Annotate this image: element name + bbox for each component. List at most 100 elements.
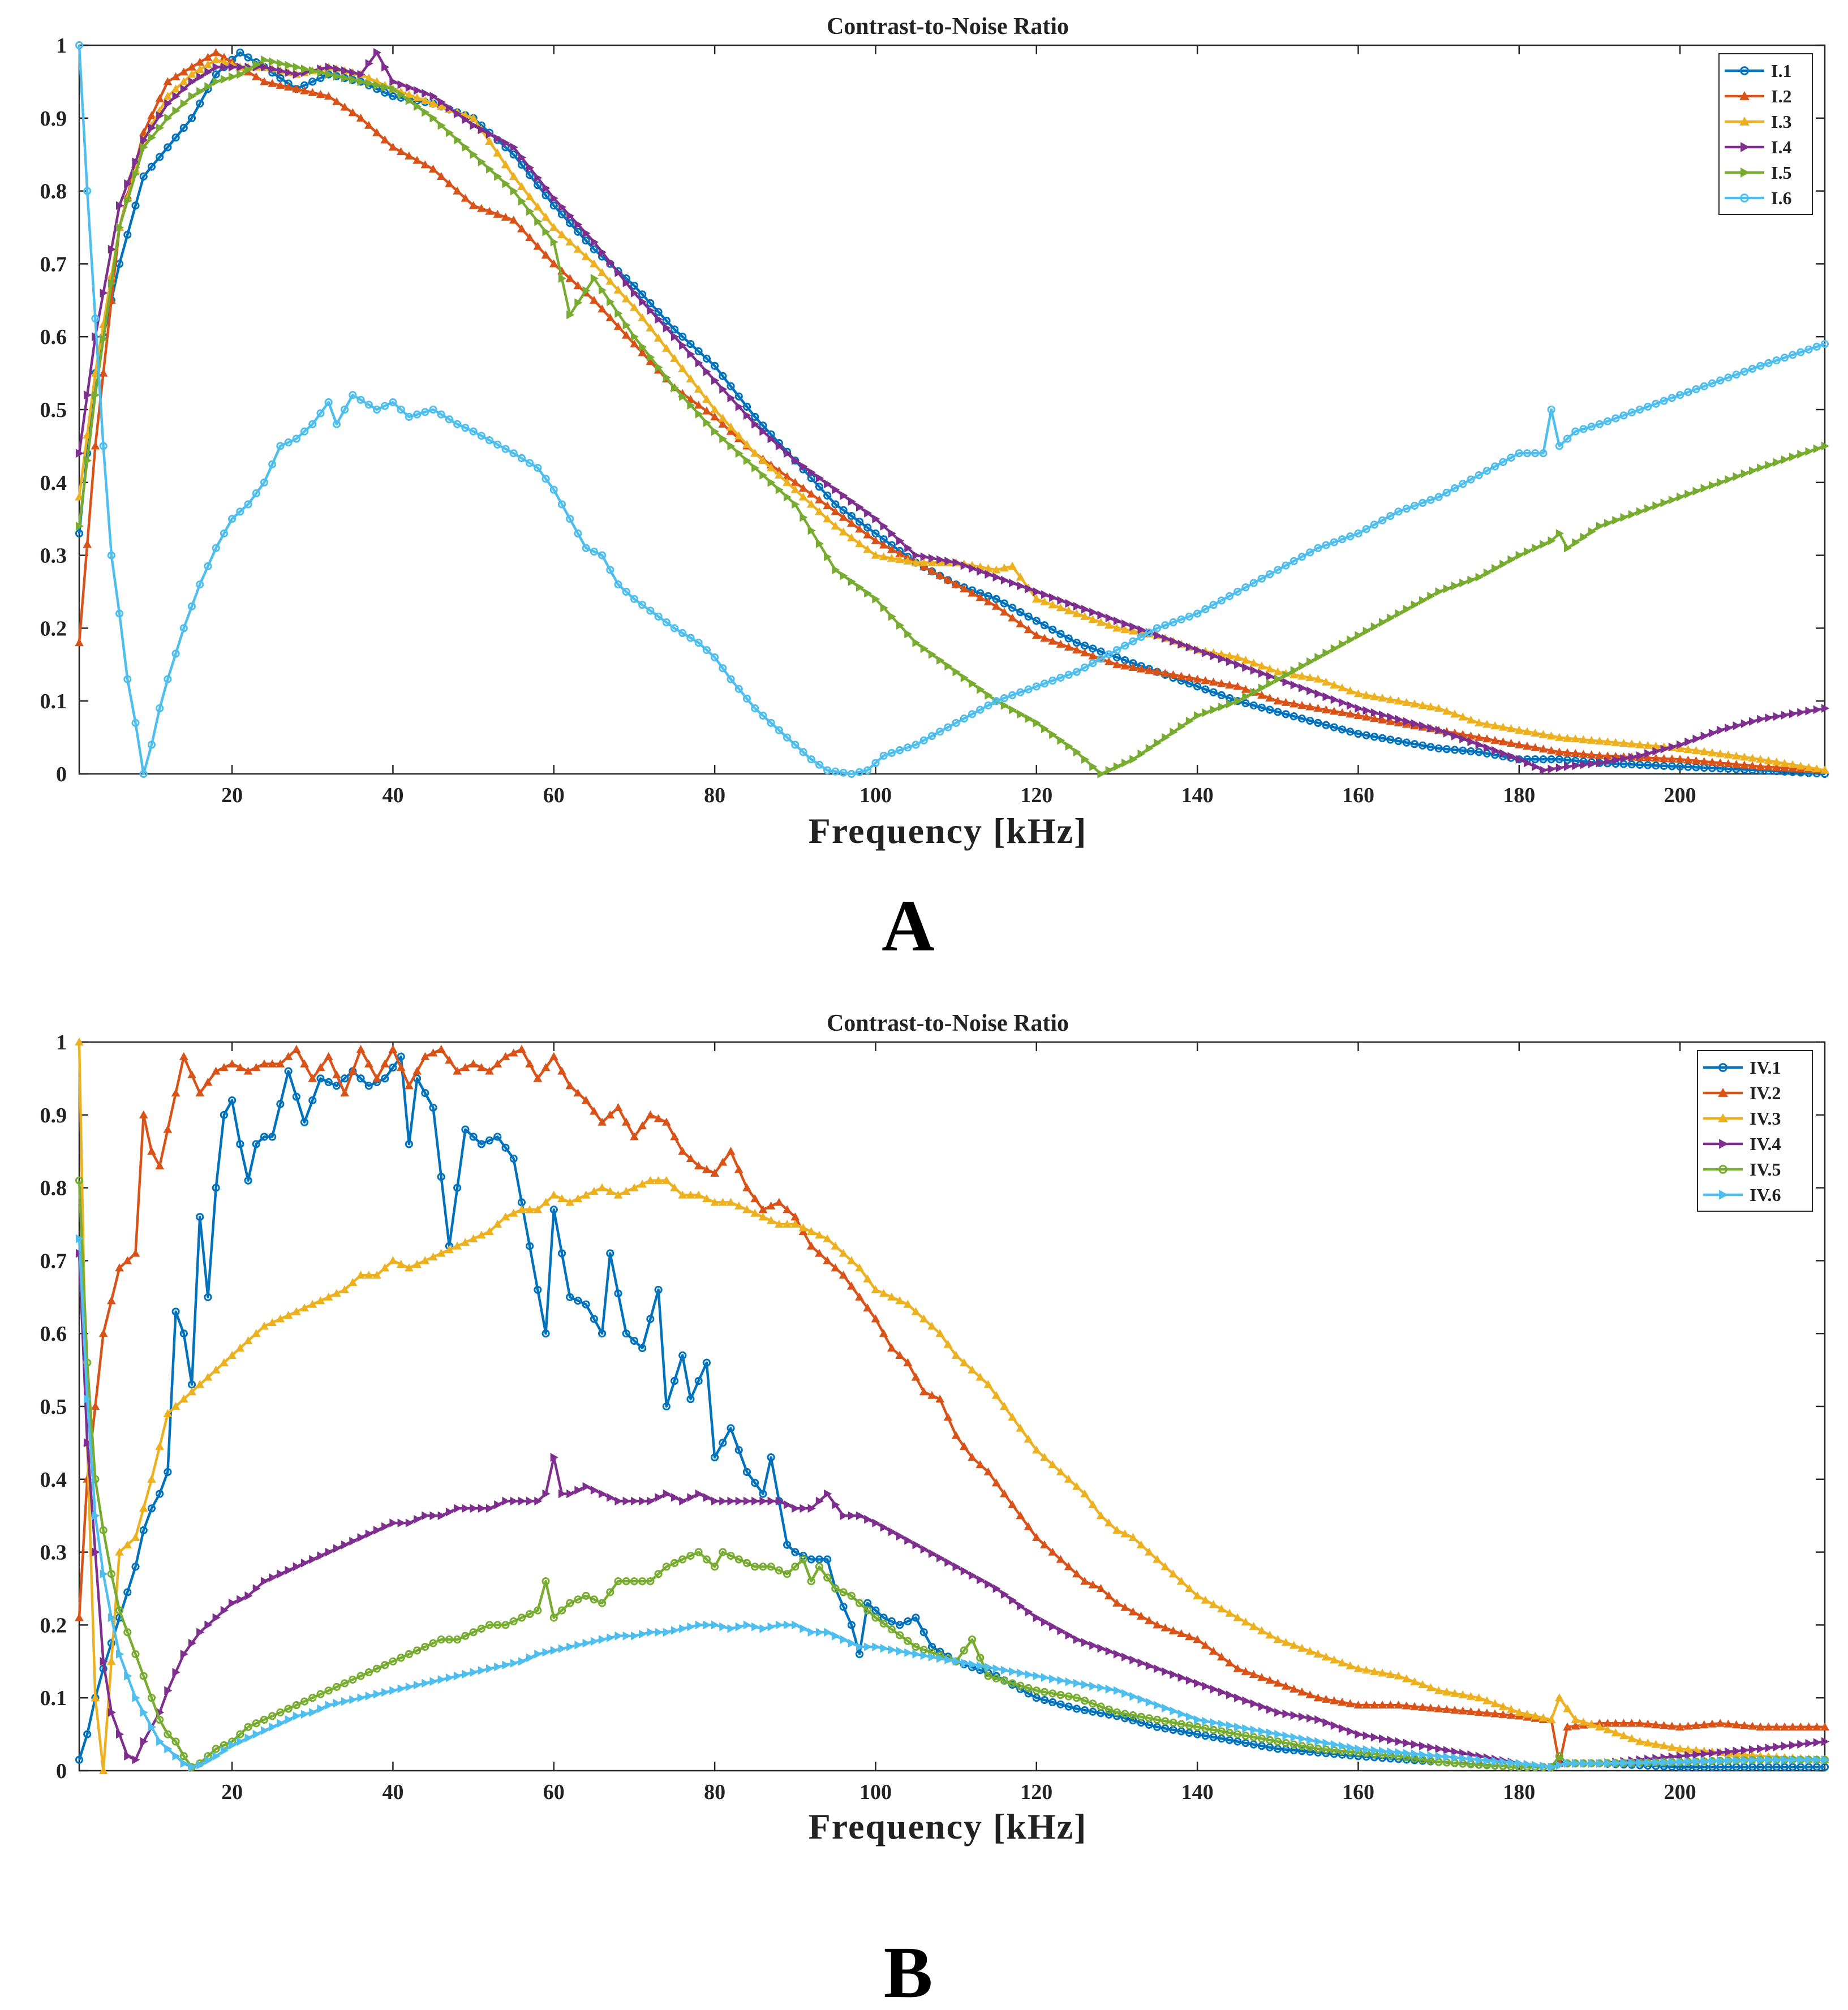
data-point: [284, 438, 293, 447]
data-point: [260, 1322, 269, 1330]
data-point: [711, 376, 720, 385]
data-point: [517, 1205, 526, 1213]
data-point: [1717, 1748, 1725, 1757]
data-point: [163, 77, 173, 85]
data-point: [783, 1570, 792, 1578]
data-point: [823, 501, 832, 510]
data-point: [662, 1402, 671, 1411]
data-point: [1394, 1671, 1403, 1680]
data-point: [1700, 484, 1709, 493]
data-point: [1040, 1695, 1049, 1705]
data-point: [1627, 1734, 1636, 1742]
data-point: [372, 128, 381, 136]
legend-label: I.5: [1771, 162, 1791, 183]
data-point: [719, 1548, 727, 1556]
data-point: [1265, 1630, 1274, 1639]
data-point: [380, 1263, 390, 1272]
data-point: [1129, 1692, 1138, 1701]
data-point: [959, 584, 969, 592]
data-point: [1057, 735, 1065, 745]
data-point: [735, 1496, 744, 1506]
data-point: [590, 295, 599, 304]
data-point: [590, 1315, 598, 1323]
series-markers-iv-4: [75, 1249, 1830, 1772]
data-point: [1089, 1707, 1097, 1716]
data-point: [792, 500, 800, 509]
data-point: [405, 1650, 413, 1659]
data-point: [823, 766, 832, 774]
data-point: [1338, 708, 1347, 716]
data-point: [372, 405, 381, 414]
data-point: [590, 1486, 599, 1495]
data-point: [702, 1555, 711, 1564]
data-point: [1016, 1681, 1025, 1690]
data-point: [1580, 1759, 1588, 1768]
data-point: [1129, 1655, 1138, 1665]
data-point: [1515, 550, 1524, 560]
data-point: [1346, 709, 1355, 718]
data-point: [1395, 715, 1403, 724]
data-point: [316, 1063, 325, 1071]
data-point: [525, 1059, 534, 1068]
data-point: [1627, 1719, 1636, 1727]
data-point: [493, 1219, 502, 1228]
x-tick-label: 120: [1020, 784, 1052, 807]
data-point: [927, 558, 936, 566]
data-point: [1081, 1638, 1090, 1647]
data-point: [1789, 452, 1798, 462]
data-point: [436, 171, 446, 180]
data-point: [1619, 411, 1628, 420]
data-point: [1363, 1731, 1371, 1741]
data-point: [269, 57, 277, 66]
data-point: [380, 135, 390, 144]
data-point: [1403, 605, 1411, 614]
data-point: [710, 1198, 719, 1206]
data-point: [1144, 1616, 1154, 1624]
data-point: [1821, 1737, 1830, 1746]
data-point: [1812, 1722, 1821, 1731]
data-point: [534, 1496, 543, 1506]
data-point: [124, 196, 132, 205]
data-point: [557, 1249, 566, 1258]
data-point: [831, 1263, 840, 1272]
data-point: [630, 289, 639, 298]
data-point: [1097, 1683, 1106, 1693]
data-point: [381, 83, 390, 92]
data-point: [1821, 1755, 1830, 1764]
data-point: [663, 1628, 671, 1637]
data-point: [1257, 1626, 1266, 1634]
data-point: [663, 1489, 671, 1499]
data-point: [75, 1613, 84, 1621]
data-point: [1249, 701, 1258, 710]
data-point: [646, 606, 655, 615]
data-point: [1435, 1751, 1443, 1761]
data-point: [1660, 1758, 1669, 1767]
data-point: [1507, 555, 1516, 565]
data-point: [92, 1547, 100, 1557]
data-point: [1217, 1604, 1226, 1613]
data-point: [283, 1052, 293, 1060]
data-point: [661, 1117, 671, 1126]
data-point: [349, 68, 358, 78]
data-point: [1595, 420, 1604, 428]
data-point: [381, 1688, 390, 1697]
data-point: [1080, 1577, 1089, 1585]
data-point: [494, 1500, 502, 1509]
data-point: [1008, 1679, 1017, 1688]
data-point: [549, 1190, 558, 1199]
data-point: [1619, 1731, 1628, 1740]
data-point: [1033, 587, 1041, 596]
data-point: [943, 1340, 953, 1348]
data-point: [783, 1540, 792, 1549]
data-point: [1032, 617, 1041, 625]
data-point: [815, 1555, 824, 1564]
data-point: [839, 527, 848, 536]
data-point: [670, 354, 679, 362]
data-point: [428, 164, 438, 173]
data-point: [1427, 724, 1436, 733]
data-point: [405, 83, 414, 92]
data-point: [565, 1198, 575, 1206]
data-point: [1781, 1755, 1789, 1764]
data-point: [100, 1569, 108, 1579]
data-point: [429, 113, 438, 123]
